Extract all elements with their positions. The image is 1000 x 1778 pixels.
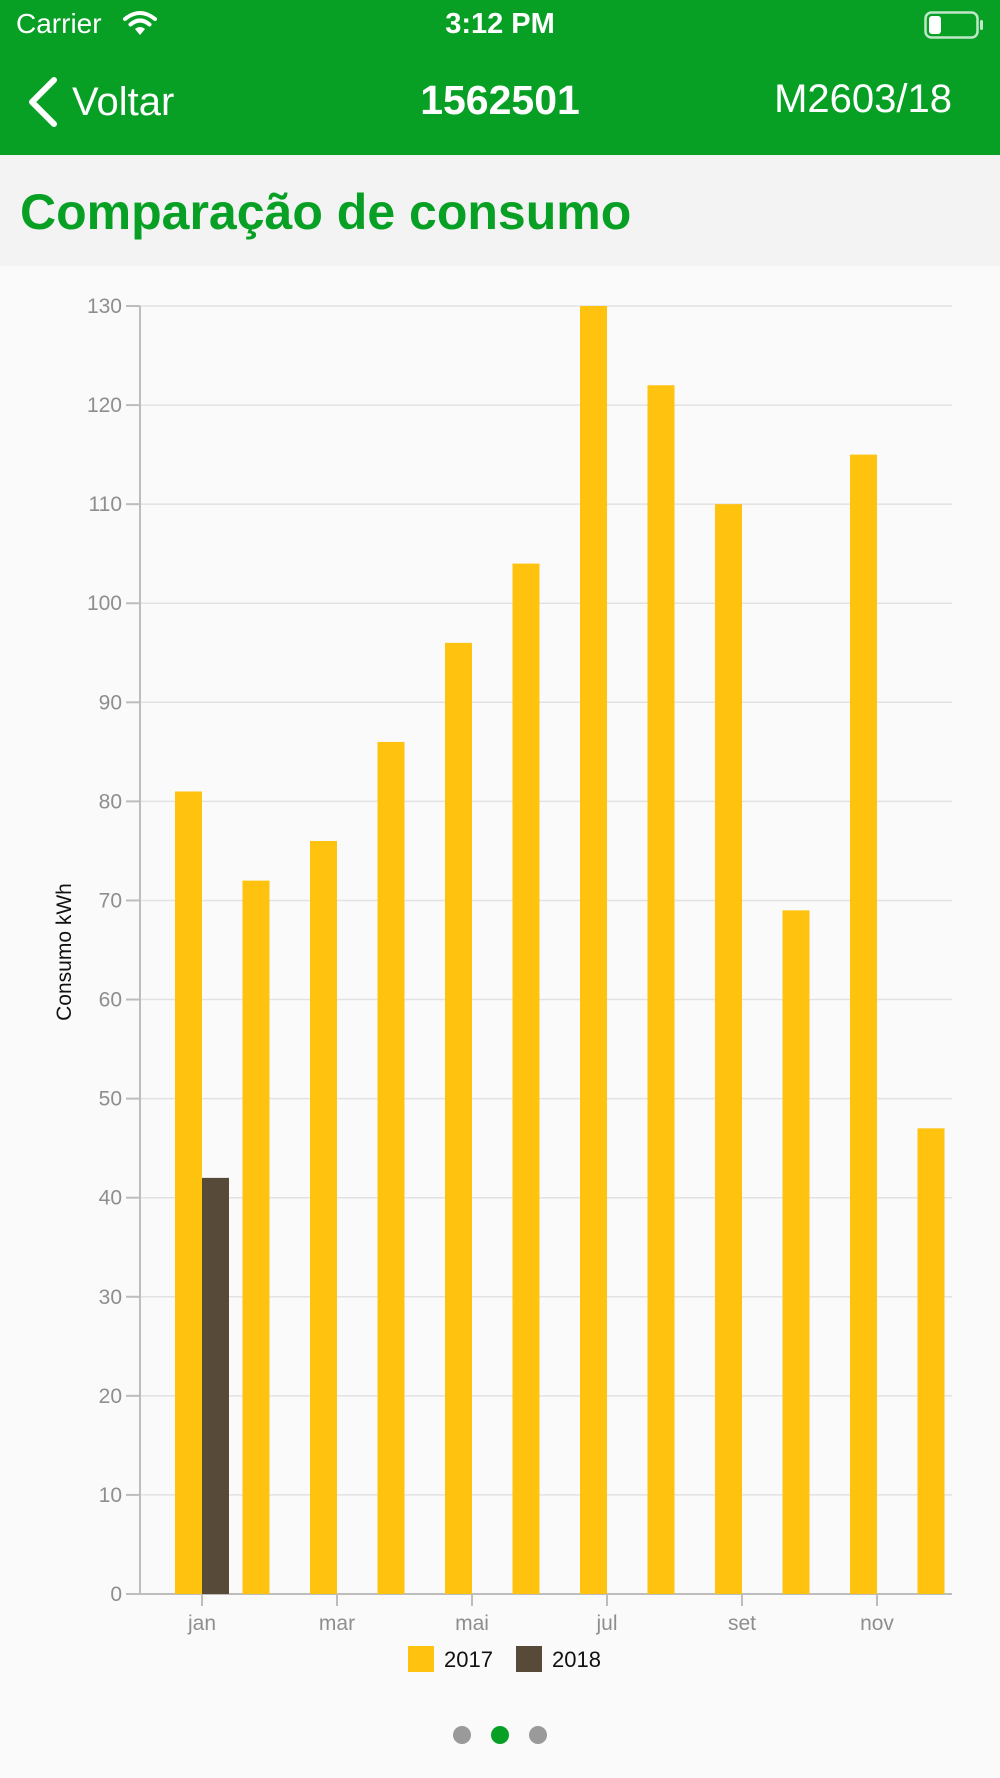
y-tick-label: 90 [99, 691, 122, 714]
y-tick-label: 30 [99, 1286, 122, 1309]
page-dot[interactable] [491, 1726, 509, 1744]
page-dot[interactable] [453, 1726, 471, 1744]
bar-2017-out [782, 910, 810, 1594]
consumption-bar-chart: 0 10 20 30 40 50 60 70 80 90 100 110 120 130 jan mar mai… [53, 295, 952, 1672]
bar-2017-ago [647, 385, 675, 1595]
bar-2017-mar [310, 841, 337, 1594]
legend-label-2018: 2018 [552, 1647, 601, 1672]
y-tick-label: 50 [99, 1088, 122, 1111]
y-tick-label: 130 [87, 295, 122, 318]
y-tick-label: 0 [110, 1583, 122, 1606]
bar-2017-abr [377, 741, 405, 1594]
x-tick-label: mai [455, 1612, 489, 1635]
bar-2017-jan [175, 791, 202, 1594]
back-label: Voltar [72, 79, 175, 124]
x-tick-label: jan [187, 1612, 216, 1635]
legend-swatch-2017 [408, 1646, 434, 1672]
x-tick-label: jul [595, 1612, 617, 1635]
y-tick-label: 120 [87, 394, 122, 417]
bar-2018-jan [202, 1177, 229, 1594]
battery-icon [924, 11, 983, 39]
nav-title: 1562501 [420, 77, 580, 123]
bar-2017-mai [445, 642, 472, 1594]
legend-label-2017: 2017 [444, 1647, 493, 1672]
y-tick-label: 80 [99, 790, 122, 813]
section-title: Comparação de consumo [20, 184, 632, 240]
y-axis-label: Consumo kWh [53, 883, 76, 1021]
page-dot[interactable] [529, 1726, 547, 1744]
y-tick-label: 40 [99, 1187, 122, 1210]
bar-2017-set [715, 504, 742, 1595]
bar-2017-fev [242, 880, 270, 1594]
nav-right-label: M2603/18 [774, 77, 952, 121]
bar-2017-nov [850, 454, 877, 1595]
y-tick-label: 10 [99, 1484, 122, 1507]
y-tick-label: 70 [99, 889, 122, 912]
bar-2017-dez [917, 1128, 945, 1594]
x-tick-label: mar [319, 1612, 355, 1635]
bar-2017-jul [580, 306, 607, 1594]
wifi-icon [123, 11, 157, 35]
y-tick-label: 20 [99, 1385, 122, 1408]
y-tick-label: 60 [99, 989, 122, 1012]
legend-swatch-2018 [516, 1646, 542, 1672]
back-button[interactable]: Voltar [26, 74, 174, 130]
page-indicator[interactable] [0, 1726, 1000, 1746]
y-tick-label: 100 [87, 592, 122, 615]
status-bar: Carrier 3:12 PM [0, 0, 1000, 50]
x-tick-label: nov [860, 1612, 894, 1635]
navigation-bar: Voltar 1562501 M2603/18 [0, 50, 1000, 155]
bar-2017-jun [512, 563, 540, 1594]
status-time: 3:12 PM [445, 8, 555, 40]
y-tick-label: 110 [89, 493, 122, 516]
chevron-left-icon [29, 77, 57, 127]
section-header: Comparação de consumo [0, 155, 1000, 266]
carrier-label: Carrier [16, 8, 102, 39]
x-tick-label: set [728, 1612, 756, 1635]
